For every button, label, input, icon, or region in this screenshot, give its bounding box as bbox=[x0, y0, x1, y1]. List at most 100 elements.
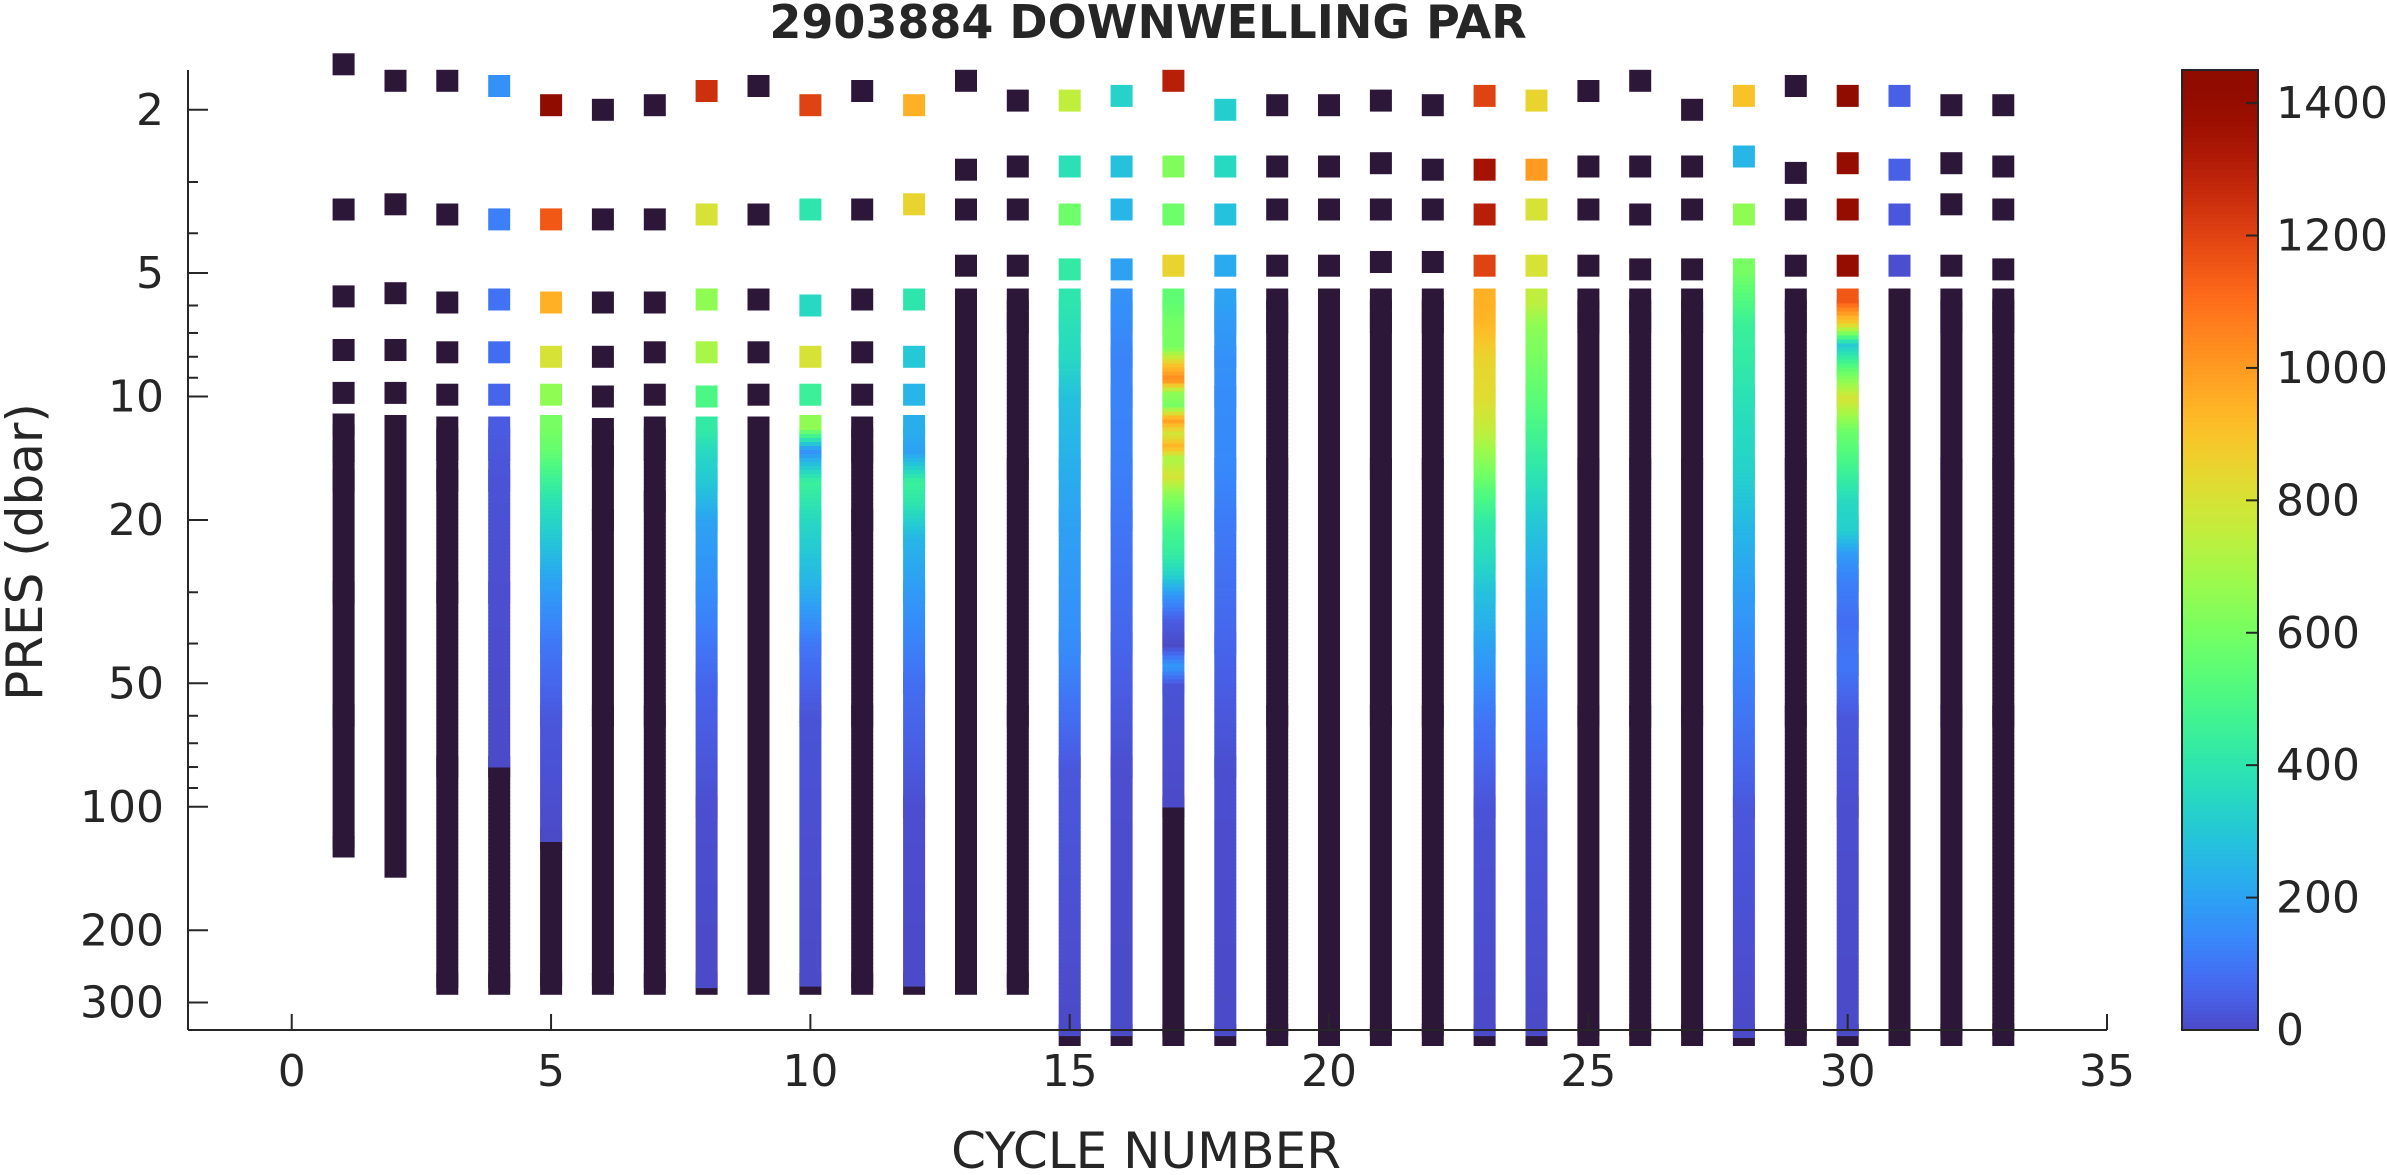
data-point bbox=[1629, 587, 1652, 593]
data-point bbox=[1266, 755, 1289, 761]
data-point bbox=[1266, 611, 1289, 617]
data-point bbox=[1006, 347, 1029, 353]
data-point bbox=[1214, 254, 1237, 277]
data-point bbox=[1318, 575, 1340, 581]
data-point bbox=[1732, 521, 1755, 526]
data-point bbox=[1421, 891, 1444, 897]
data-point bbox=[384, 754, 407, 759]
data-point bbox=[384, 674, 407, 679]
data-point bbox=[540, 802, 563, 807]
data-point bbox=[1732, 593, 1755, 598]
data-point bbox=[436, 939, 459, 945]
data-point bbox=[1681, 407, 1704, 413]
data-point bbox=[1473, 779, 1496, 785]
data-point bbox=[643, 455, 666, 461]
data-point bbox=[1266, 707, 1289, 713]
data-point bbox=[1162, 611, 1185, 617]
data-point bbox=[695, 385, 718, 408]
data-point bbox=[1369, 915, 1392, 921]
data-point bbox=[1732, 645, 1755, 650]
data-point bbox=[1629, 303, 1652, 309]
data-point bbox=[436, 487, 459, 493]
data-point bbox=[540, 722, 563, 727]
data-point bbox=[1058, 791, 1081, 797]
data-point bbox=[488, 891, 511, 897]
data-point bbox=[643, 931, 666, 937]
data-point bbox=[1318, 739, 1340, 745]
data-point bbox=[1421, 391, 1444, 397]
data-point bbox=[1110, 363, 1133, 369]
data-point bbox=[1577, 907, 1600, 913]
data-point bbox=[903, 962, 926, 967]
data-point bbox=[1732, 729, 1755, 734]
data-point bbox=[488, 867, 511, 873]
data-point bbox=[1058, 843, 1081, 849]
data-point bbox=[1473, 535, 1496, 541]
data-point bbox=[851, 899, 874, 905]
data-point bbox=[540, 830, 563, 835]
data-point bbox=[1525, 783, 1548, 789]
data-point bbox=[903, 930, 926, 935]
data-point bbox=[1473, 395, 1496, 401]
data-point bbox=[1577, 487, 1600, 493]
data-point bbox=[1006, 779, 1029, 785]
data-point bbox=[1006, 611, 1029, 617]
data-point bbox=[1681, 967, 1704, 973]
data-point bbox=[1681, 303, 1704, 309]
data-point bbox=[1058, 931, 1081, 937]
data-point bbox=[1110, 575, 1133, 581]
data-point bbox=[747, 855, 770, 861]
data-point bbox=[591, 633, 614, 638]
data-point bbox=[1266, 795, 1289, 801]
data-point bbox=[1369, 875, 1392, 881]
data-point bbox=[540, 454, 563, 459]
data-point bbox=[747, 703, 770, 709]
data-point bbox=[1162, 515, 1185, 521]
data-point bbox=[1473, 811, 1496, 817]
data-point bbox=[332, 816, 355, 822]
data-point bbox=[1577, 651, 1600, 657]
data-point bbox=[1681, 563, 1704, 569]
data-point bbox=[1162, 639, 1185, 645]
data-point bbox=[1110, 1007, 1133, 1013]
data-point bbox=[1681, 715, 1704, 721]
data-point bbox=[955, 367, 977, 373]
data-point bbox=[1214, 643, 1237, 649]
data-point bbox=[1110, 439, 1133, 445]
data-point bbox=[540, 730, 563, 735]
data-point bbox=[1318, 899, 1340, 905]
data-point bbox=[1473, 84, 1496, 107]
data-point bbox=[1421, 499, 1444, 505]
data-point bbox=[1577, 947, 1600, 953]
data-point bbox=[436, 975, 459, 981]
data-point bbox=[955, 487, 977, 493]
data-point bbox=[488, 611, 511, 617]
data-point bbox=[1732, 345, 1755, 350]
data-point bbox=[540, 774, 563, 779]
data-point bbox=[332, 500, 355, 506]
data-point bbox=[488, 703, 511, 709]
data-point bbox=[1162, 323, 1185, 329]
data-point bbox=[799, 618, 822, 623]
data-point bbox=[1266, 863, 1289, 869]
data-point bbox=[1214, 1019, 1237, 1025]
data-point bbox=[384, 282, 407, 305]
data-point bbox=[1369, 943, 1392, 949]
data-point bbox=[1784, 571, 1807, 577]
data-point bbox=[799, 746, 822, 751]
data-point bbox=[799, 846, 822, 851]
data-point bbox=[540, 850, 563, 855]
data-point bbox=[1681, 327, 1704, 333]
data-point bbox=[1421, 1003, 1444, 1009]
data-point bbox=[332, 796, 355, 802]
data-point bbox=[747, 739, 770, 745]
data-point bbox=[1421, 491, 1444, 497]
data-point bbox=[1629, 551, 1652, 557]
data-point bbox=[1058, 967, 1081, 973]
data-point bbox=[384, 454, 407, 459]
data-point bbox=[1525, 863, 1548, 869]
data-point bbox=[1525, 823, 1548, 829]
data-point bbox=[1681, 987, 1704, 993]
data-point bbox=[695, 683, 718, 689]
data-point bbox=[1369, 899, 1392, 905]
